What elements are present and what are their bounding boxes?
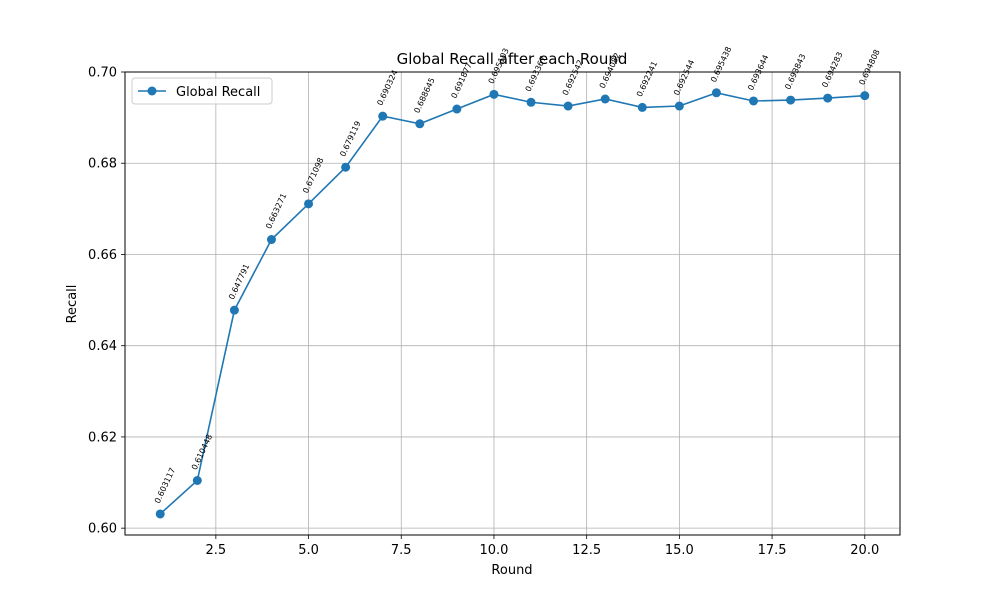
series-layer [155,88,870,519]
x-tick-label: 12.5 [572,543,601,558]
y-tick-label: 0.66 [88,248,117,263]
data-point [637,102,647,112]
data-label: 0.695438 [709,45,733,83]
data-point [749,96,759,106]
legend-box [131,77,273,105]
data-label: 0.694283 [820,51,844,89]
x-tick-label: 7.5 [391,543,412,558]
legend: Global Recall [131,77,273,105]
data-point [229,305,239,315]
data-label: 0.647791 [227,263,251,301]
data-label: 0.688645 [412,76,436,114]
y-tick-label: 0.68 [88,157,117,172]
data-point [155,509,165,519]
data-label: 0.610448 [190,433,214,471]
x-tick-label: 2.5 [206,543,227,558]
data-point [489,89,499,99]
data-point [823,93,833,103]
data-label: 0.671098 [301,156,325,194]
data-point [341,162,351,172]
data-point [711,88,721,98]
data-point [526,97,536,107]
data-point [378,111,388,121]
axis-ticks: 2.5 5.0 7.5 10.0 12.5 15.0 17.5 20.0 0.60 0.62 0.6… [88,66,879,559]
data-point [600,94,610,104]
data-label: 0.693644 [746,53,770,91]
y-tick-label: 0.62 [88,430,117,445]
data-point [860,91,870,101]
data-label: 0.603117 [153,466,177,504]
x-tick-label: 15.0 [665,543,694,558]
data-label: 0.694808 [857,48,881,86]
data-label: 0.692544 [672,58,696,96]
y-axis-label: Recall [65,285,80,324]
data-label: 0.692241 [635,60,659,98]
data-point [563,101,573,111]
series-line [159,91,865,515]
x-tick-label: 10.0 [479,543,508,558]
chart-title: Global Recall after each Round [397,50,628,68]
x-axis-label: Round [491,563,532,578]
data-point [192,475,202,485]
data-point [415,119,425,129]
data-point [304,199,314,209]
y-tick-label: 0.70 [88,66,117,81]
y-tick-label: 0.60 [88,522,117,537]
data-point [786,95,796,105]
plot-frame [124,71,901,536]
legend-marker-swatch [147,86,157,96]
legend-entry: Global Recall [176,85,260,100]
x-tick-label: 20.0 [850,543,879,558]
data-point [266,235,276,245]
data-label: 0.663271 [264,192,288,230]
data-label: 0.690324 [375,69,399,107]
grid [125,71,900,535]
data-label: 0.679119 [338,120,362,158]
y-tick-label: 0.64 [88,339,117,354]
x-tick-label: 5.0 [298,543,319,558]
data-point [674,101,684,111]
x-tick-label: 17.5 [758,543,787,558]
data-point [452,104,462,114]
